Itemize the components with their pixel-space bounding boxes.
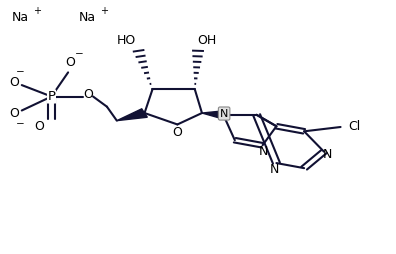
Text: O: O — [34, 120, 44, 134]
Text: N: N — [220, 108, 228, 119]
Text: −: − — [15, 119, 24, 129]
Text: P: P — [48, 90, 55, 103]
Text: N: N — [270, 163, 279, 176]
Text: +: + — [100, 6, 108, 17]
Text: −: − — [15, 67, 24, 77]
Polygon shape — [117, 109, 147, 121]
Text: O: O — [10, 76, 19, 89]
Text: OH: OH — [197, 34, 216, 47]
Polygon shape — [202, 111, 224, 119]
Text: HO: HO — [116, 34, 135, 47]
Text: +: + — [33, 6, 41, 17]
Text: N: N — [259, 145, 268, 158]
Text: Na: Na — [79, 11, 96, 24]
Text: O: O — [173, 126, 182, 139]
Text: N: N — [323, 148, 333, 161]
Text: Cl: Cl — [348, 120, 361, 133]
Text: O: O — [10, 106, 19, 120]
Text: O: O — [65, 56, 75, 69]
Text: O: O — [83, 88, 93, 101]
Text: −: − — [75, 49, 84, 59]
Text: Na: Na — [12, 11, 29, 24]
